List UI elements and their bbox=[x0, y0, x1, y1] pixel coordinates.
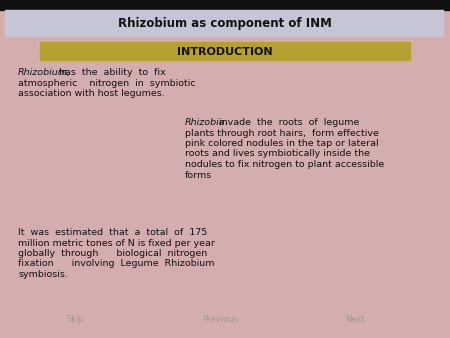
Bar bbox=[5, 10, 443, 36]
Text: pink colored nodules in the tap or lateral: pink colored nodules in the tap or later… bbox=[185, 139, 378, 148]
Text: invade  the  roots  of  legume: invade the roots of legume bbox=[216, 118, 359, 127]
Text: Rhizobium,: Rhizobium, bbox=[18, 68, 71, 77]
Text: globally  through      biological  nitrogen: globally through biological nitrogen bbox=[18, 249, 207, 258]
Bar bbox=[40, 42, 410, 60]
Text: atmospheric    nitrogen  in  symbiotic: atmospheric nitrogen in symbiotic bbox=[18, 78, 196, 88]
Text: plants through root hairs,  form effective: plants through root hairs, form effectiv… bbox=[185, 128, 379, 138]
Text: forms: forms bbox=[185, 170, 212, 179]
Text: roots and lives symbiotically inside the: roots and lives symbiotically inside the bbox=[185, 149, 370, 159]
Bar bbox=[0, 0, 450, 10]
Text: has  the  ability  to  fix: has the ability to fix bbox=[57, 68, 166, 77]
Text: fixation      involving  Legume  Rhizobium: fixation involving Legume Rhizobium bbox=[18, 260, 215, 268]
Text: association with host legumes.: association with host legumes. bbox=[18, 89, 165, 98]
Text: Next: Next bbox=[345, 315, 365, 324]
Text: nodules to fix nitrogen to plant accessible: nodules to fix nitrogen to plant accessi… bbox=[185, 160, 384, 169]
Text: It  was  estimated  that  a  total  of  175: It was estimated that a total of 175 bbox=[18, 228, 207, 237]
Text: Rhizobium as component of INM: Rhizobium as component of INM bbox=[118, 18, 332, 30]
Text: Previous: Previous bbox=[202, 315, 238, 324]
Text: INTRODUCTION: INTRODUCTION bbox=[177, 47, 273, 57]
Text: Rhizobia: Rhizobia bbox=[185, 118, 225, 127]
Text: symbiosis.: symbiosis. bbox=[18, 270, 68, 279]
Text: million metric tones of N is fixed per year: million metric tones of N is fixed per y… bbox=[18, 239, 215, 247]
Text: Skip: Skip bbox=[66, 315, 84, 324]
